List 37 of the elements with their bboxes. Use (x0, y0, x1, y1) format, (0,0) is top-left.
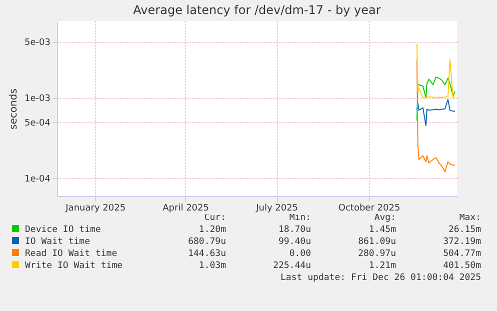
y-axis-title: seconds (8, 88, 20, 130)
legend-label: Write IO Wait time (24, 260, 124, 272)
chart-title: Average latency for /dev/dm-17 - by year (133, 3, 381, 17)
y-tick-label: 1e-04 (24, 174, 51, 185)
text: Max: (458, 212, 481, 224)
y-tick-label: 5e-03 (24, 38, 50, 48)
line-series (416, 99, 456, 126)
legend-label: Read IO Wait time (24, 248, 118, 260)
y-tick-label: 5e-04 (24, 118, 51, 128)
text: 280.97u (357, 248, 396, 260)
text: 1.45m (368, 224, 396, 236)
text: 372.19m (442, 236, 481, 248)
line-series (416, 43, 456, 98)
text: 1.20m (198, 224, 226, 236)
legend-label: Device IO time (24, 224, 102, 236)
text: 401.50m (442, 260, 481, 272)
text: 504.77m (442, 248, 481, 260)
text: 0.00 (288, 248, 311, 260)
text: 225.44u (272, 260, 311, 272)
text: 26.15m (447, 224, 481, 236)
text: 861.09u (357, 236, 396, 248)
text: 1.21m (368, 260, 396, 272)
legend-label: IO Wait time (24, 236, 92, 248)
text: 18.70u (277, 224, 311, 236)
x-tick-label: July 2025 (255, 204, 298, 214)
x-tick-label: April 2025 (162, 204, 209, 214)
text: 1.03m (198, 260, 226, 272)
text: 99.40u (277, 236, 311, 248)
text: Avg: (373, 212, 396, 224)
x-tick-label: January 2025 (64, 204, 126, 214)
line-series (416, 58, 456, 172)
text: Cur: (203, 212, 226, 224)
text: 680.79u (187, 236, 226, 248)
text: 144.63u (187, 248, 226, 260)
text: Last update: Fri Dec 26 01:00:04 2025 (280, 272, 481, 284)
y-tick-label: 1e-03 (24, 94, 50, 104)
x-tick-label: October 2025 (338, 204, 400, 214)
